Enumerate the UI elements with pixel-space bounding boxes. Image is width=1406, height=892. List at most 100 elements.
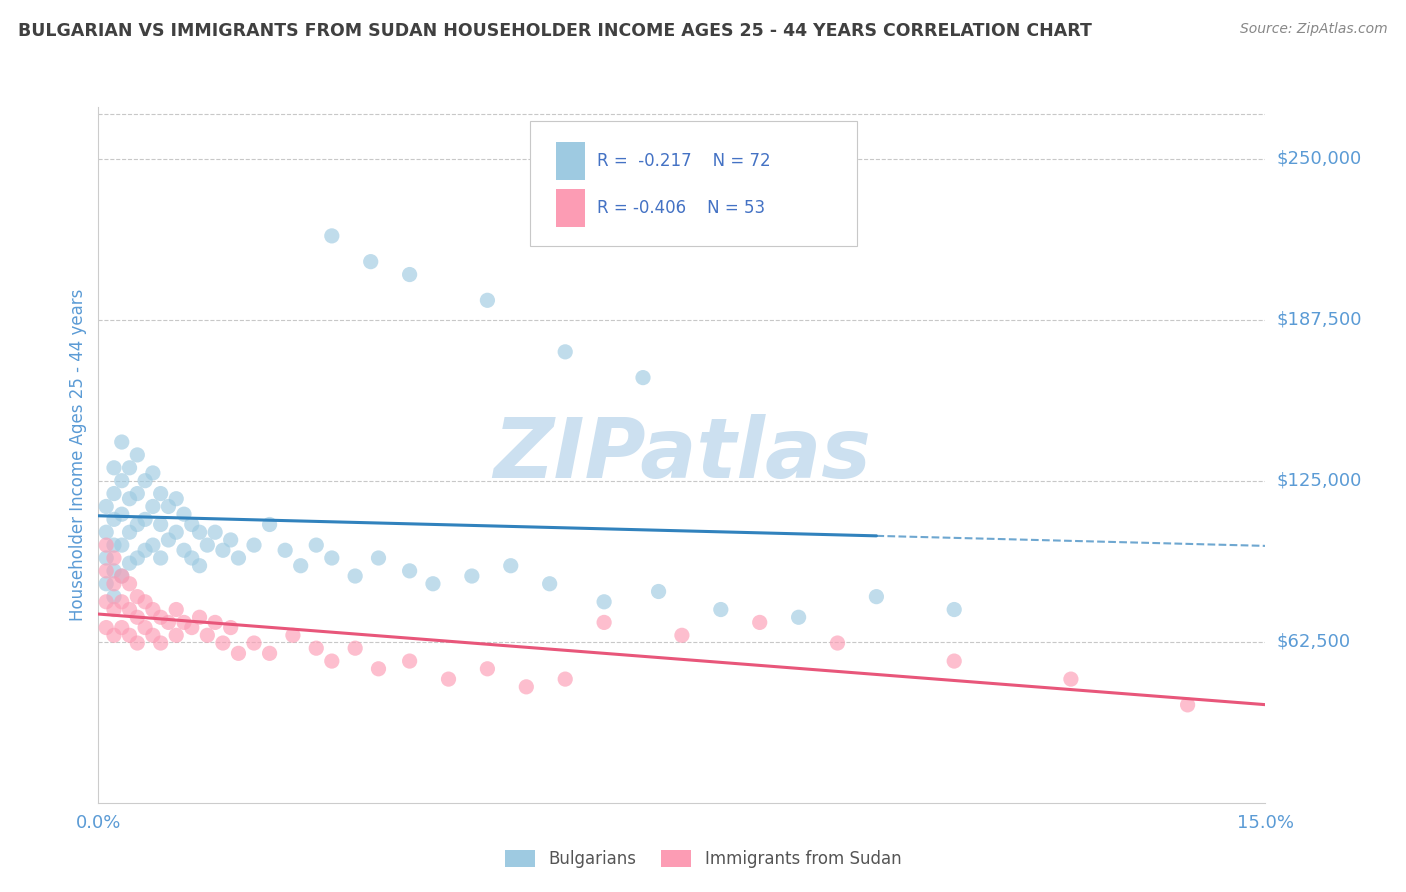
- Point: [165, 602, 187, 616]
- FancyBboxPatch shape: [530, 121, 856, 246]
- Point: [188, 610, 211, 624]
- Point: [127, 486, 149, 500]
- Point: [554, 344, 576, 359]
- Point: [103, 551, 125, 566]
- Point: [96, 551, 118, 566]
- Point: [212, 636, 235, 650]
- Point: [219, 533, 242, 547]
- Point: [422, 576, 444, 591]
- Point: [554, 672, 576, 686]
- Legend: Bulgarians, Immigrants from Sudan: Bulgarians, Immigrants from Sudan: [498, 843, 908, 875]
- Point: [204, 615, 226, 630]
- Text: $125,000: $125,000: [1277, 472, 1362, 490]
- Point: [111, 595, 134, 609]
- Point: [142, 466, 165, 480]
- Point: [710, 602, 733, 616]
- Point: [111, 538, 134, 552]
- Point: [118, 491, 141, 506]
- Point: [290, 558, 312, 573]
- Point: [499, 558, 522, 573]
- Point: [149, 486, 172, 500]
- Point: [165, 628, 187, 642]
- Point: [204, 525, 226, 540]
- Point: [437, 672, 460, 686]
- Point: [671, 628, 693, 642]
- Point: [173, 507, 195, 521]
- Point: [103, 538, 125, 552]
- Point: [127, 448, 149, 462]
- Point: [593, 595, 616, 609]
- Point: [195, 628, 218, 642]
- Point: [344, 641, 367, 656]
- Point: [305, 641, 328, 656]
- Point: [134, 621, 156, 635]
- Point: [134, 474, 156, 488]
- Point: [96, 538, 118, 552]
- Point: [593, 615, 616, 630]
- Point: [127, 636, 149, 650]
- Point: [477, 662, 499, 676]
- Point: [787, 610, 810, 624]
- Point: [228, 551, 250, 566]
- Point: [118, 576, 141, 591]
- Point: [103, 602, 125, 616]
- Point: [461, 569, 484, 583]
- Point: [515, 680, 537, 694]
- Point: [103, 486, 125, 500]
- Point: [96, 576, 118, 591]
- Point: [103, 628, 125, 642]
- Point: [111, 474, 134, 488]
- Point: [111, 507, 134, 521]
- Point: [149, 636, 172, 650]
- Point: [344, 569, 367, 583]
- Point: [96, 595, 118, 609]
- Point: [134, 543, 156, 558]
- Point: [631, 370, 654, 384]
- Point: [96, 500, 118, 514]
- Point: [321, 654, 343, 668]
- Point: [360, 254, 382, 268]
- Point: [259, 646, 281, 660]
- Point: [142, 538, 165, 552]
- Point: [134, 512, 156, 526]
- Text: ZIPatlas: ZIPatlas: [494, 415, 870, 495]
- Point: [212, 543, 235, 558]
- Point: [219, 621, 242, 635]
- Point: [118, 525, 141, 540]
- Point: [127, 590, 149, 604]
- Point: [165, 525, 187, 540]
- Point: [180, 517, 202, 532]
- Bar: [555, 189, 585, 227]
- Point: [103, 512, 125, 526]
- Point: [127, 551, 149, 566]
- Point: [281, 628, 304, 642]
- Point: [111, 435, 134, 450]
- Point: [398, 564, 420, 578]
- Text: R =  -0.217    N = 72: R = -0.217 N = 72: [596, 153, 770, 170]
- Point: [1177, 698, 1199, 712]
- Point: [118, 602, 141, 616]
- Point: [157, 533, 180, 547]
- Point: [180, 621, 202, 635]
- Point: [398, 268, 420, 282]
- Point: [1060, 672, 1083, 686]
- Point: [274, 543, 297, 558]
- Point: [827, 636, 849, 650]
- Point: [142, 628, 165, 642]
- Point: [127, 517, 149, 532]
- Point: [165, 491, 187, 506]
- Point: [103, 576, 125, 591]
- Point: [173, 543, 195, 558]
- Point: [243, 636, 266, 650]
- Point: [142, 602, 165, 616]
- Point: [96, 525, 118, 540]
- Point: [943, 654, 966, 668]
- Bar: [555, 142, 585, 180]
- Point: [477, 293, 499, 308]
- Point: [321, 228, 343, 243]
- Point: [118, 556, 141, 570]
- Point: [142, 500, 165, 514]
- Text: $62,500: $62,500: [1277, 632, 1351, 651]
- Point: [367, 662, 389, 676]
- Point: [321, 551, 343, 566]
